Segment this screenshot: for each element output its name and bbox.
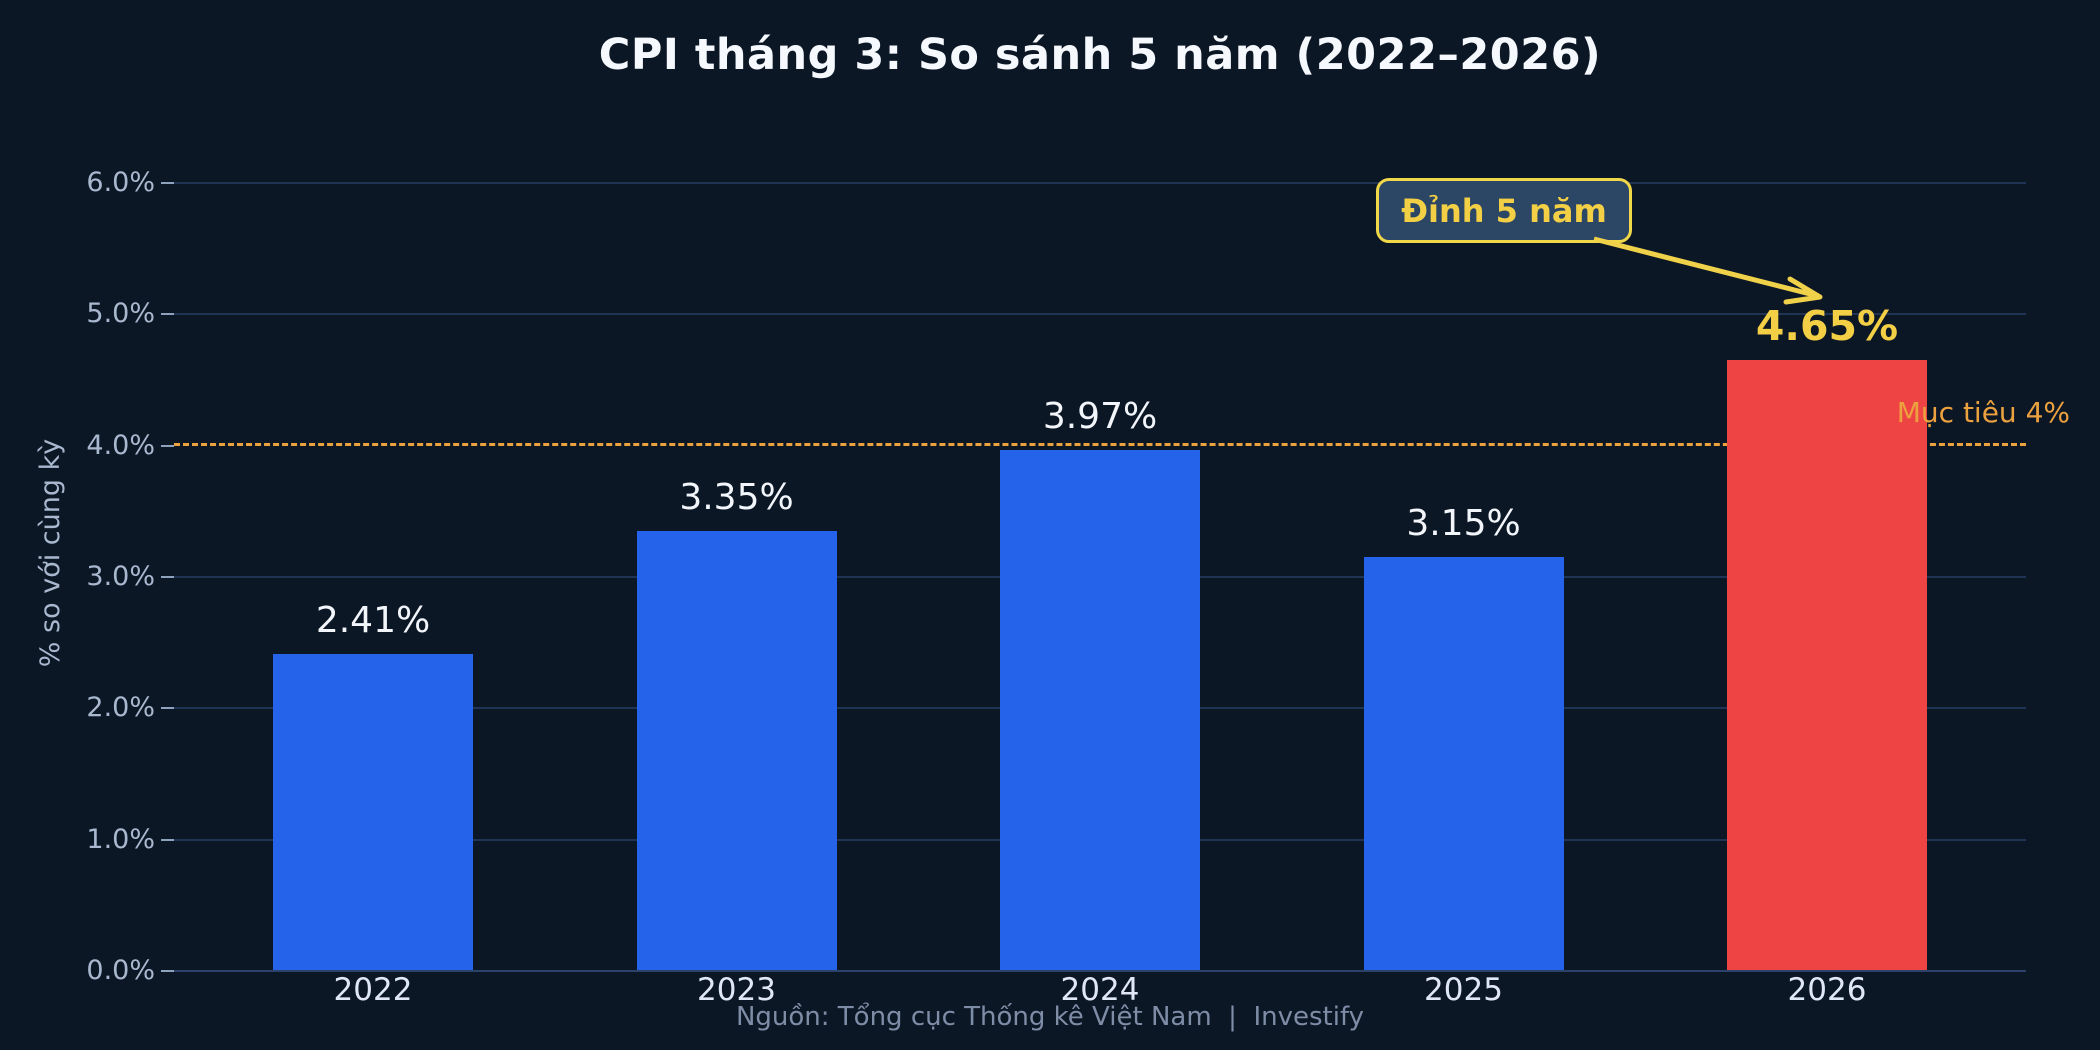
x-tick-label-2024: 2024 — [1060, 972, 1140, 1008]
y-tick-mark — [161, 576, 174, 578]
gridline-6.0% — [174, 182, 2026, 184]
y-tick-mark — [161, 839, 174, 841]
bar-value-label-2023: 3.35% — [679, 477, 794, 518]
gridline-5.0% — [174, 313, 2026, 315]
target-line-label: Mục tiêu 4% — [1896, 396, 2070, 429]
x-tick-label-2026: 2026 — [1787, 972, 1867, 1008]
x-tick-label-2022: 2022 — [333, 972, 413, 1008]
y-tick-label: 3.0% — [86, 561, 155, 592]
y-tick-mark — [161, 313, 174, 315]
bar-2025 — [1363, 557, 1564, 971]
bar-value-label-2025: 3.15% — [1406, 503, 1521, 544]
y-tick-label: 1.0% — [86, 824, 155, 855]
target-dashed-line — [174, 443, 2026, 446]
y-axis-title: % so với cùng kỳ — [35, 438, 66, 668]
x-axis-line — [174, 970, 2026, 972]
chart-title: CPI tháng 3: So sánh 5 năm (2022–2026) — [598, 30, 1602, 80]
annotation-arrow-icon — [1593, 236, 1823, 305]
y-tick-label: 4.0% — [86, 430, 155, 461]
bar-value-label-2024: 3.97% — [1042, 396, 1158, 437]
y-tick-mark — [161, 970, 174, 972]
x-tick-label-2025: 2025 — [1424, 972, 1503, 1008]
y-tick-label: 2.0% — [86, 692, 155, 723]
annotation-text: Đỉnh 5 năm — [1401, 191, 1607, 230]
y-tick-label: 5.0% — [86, 298, 155, 329]
y-tick-label: 6.0% — [86, 167, 155, 198]
bar-2022 — [273, 654, 473, 971]
y-tick-mark — [161, 445, 174, 447]
y-tick-mark — [161, 182, 174, 184]
bar-2023 — [636, 531, 837, 971]
annotation-callout-box: Đỉnh 5 năm — [1376, 178, 1632, 243]
bar-value-label-2026: 4.65% — [1755, 302, 1899, 350]
y-tick-mark — [161, 707, 174, 709]
source-note: Nguồn: Tổng cục Thống kê Việt Nam | Inve… — [735, 1002, 1365, 1032]
bar-2024 — [1000, 450, 1200, 971]
bar-value-label-2022: 2.41% — [315, 600, 431, 641]
y-tick-label: 0.0% — [86, 955, 155, 986]
x-tick-label-2023: 2023 — [697, 972, 776, 1008]
bar-2026 — [1727, 360, 1927, 971]
